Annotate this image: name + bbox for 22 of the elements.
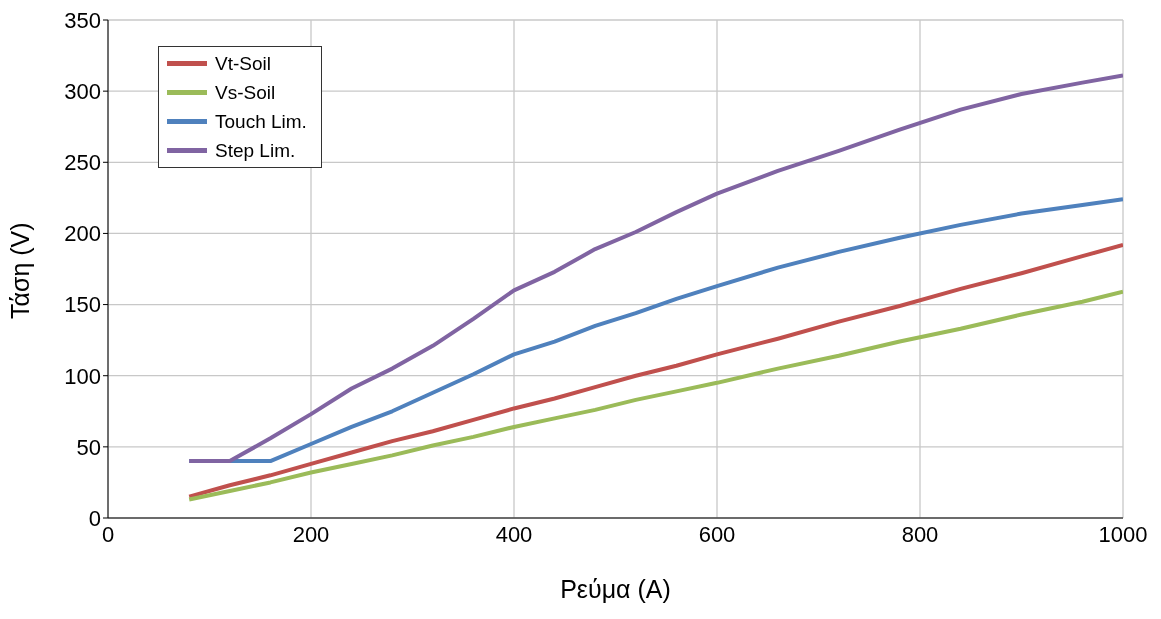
line-series	[187, 242, 1123, 499]
y-tick-label: 150	[64, 292, 101, 318]
x-tick-label: 600	[698, 521, 736, 547]
x-tick-label: 200	[292, 521, 330, 547]
x-tick-label: 800	[901, 521, 939, 547]
x-tick-label: 1000	[1098, 521, 1148, 547]
legend-label: Step Lim.	[215, 139, 296, 162]
y-tick-label: 100	[64, 363, 101, 389]
y-tick-label: 250	[64, 150, 101, 176]
y-tick-label: 200	[64, 221, 101, 247]
y-tick-label: 0	[88, 505, 101, 531]
y-tick-label: 300	[64, 78, 101, 104]
y-tick-label: 50	[76, 434, 101, 460]
line-series	[187, 73, 1123, 464]
legend-label: Vt-Soil	[215, 52, 271, 75]
x-axis-title: Ρεύμα (A)	[560, 575, 671, 603]
legend-label: Touch Lim.	[215, 110, 307, 133]
legend-label: Vs-Soil	[215, 81, 276, 104]
x-tick-label: 400	[495, 521, 533, 547]
y-tick-label: 350	[64, 7, 101, 33]
y-axis-title: Τάση (V)	[5, 222, 34, 319]
line-series	[187, 289, 1123, 502]
